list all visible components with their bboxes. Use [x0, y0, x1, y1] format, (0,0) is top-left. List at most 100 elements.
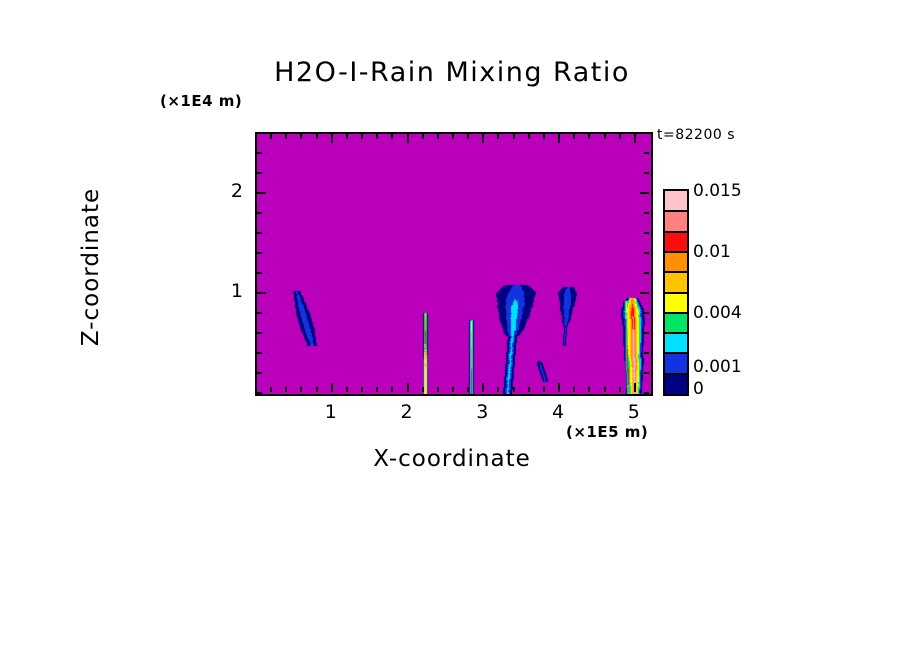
- x-tick: [345, 134, 348, 139]
- y-tick: [257, 292, 266, 294]
- colorbar-separator: [665, 311, 687, 314]
- colorbar-band: [665, 312, 687, 334]
- x-tick: [527, 134, 530, 139]
- y-tick: [644, 332, 649, 334]
- y-axis-label: Z-coordinate: [78, 187, 104, 347]
- rain-mixing-ratio-field: [257, 134, 651, 394]
- x-tick: [361, 134, 364, 139]
- x-tick: [497, 387, 500, 392]
- colorbar-separator: [665, 352, 687, 355]
- x-tick: [497, 134, 500, 139]
- x-tick: [482, 383, 485, 392]
- x-tick: [406, 134, 409, 143]
- x-tick-label: 4: [552, 401, 565, 423]
- x-tick: [421, 387, 424, 392]
- x-tick: [285, 387, 288, 392]
- colorbar-separator: [665, 271, 687, 274]
- x-tick: [330, 134, 333, 143]
- colorbar-band: [665, 251, 687, 273]
- x-tick: [300, 134, 303, 139]
- colorbar-separator: [665, 332, 687, 335]
- y-tick: [644, 212, 649, 214]
- x-tick: [361, 387, 364, 392]
- y-tick: [644, 152, 649, 154]
- y-tick: [257, 172, 262, 174]
- y-tick: [257, 152, 262, 154]
- colorbar-tick-label: 0.001: [693, 356, 742, 377]
- y-tick: [644, 132, 649, 134]
- x-tick: [330, 383, 333, 392]
- x-tick: [573, 134, 576, 139]
- x-tick: [406, 383, 409, 392]
- y-tick: [640, 292, 649, 294]
- y-tick: [257, 192, 266, 194]
- y-tick: [644, 392, 649, 394]
- x-tick: [467, 387, 470, 392]
- x-tick: [315, 387, 318, 392]
- x-tick: [558, 134, 561, 143]
- y-tick: [640, 192, 649, 194]
- y-tick: [257, 372, 262, 374]
- x-tick: [603, 387, 606, 392]
- x-tick: [618, 134, 621, 139]
- colorbar-band: [665, 373, 687, 394]
- x-tick: [391, 387, 394, 392]
- x-tick: [618, 387, 621, 392]
- x-tick: [436, 387, 439, 392]
- colorbar-band: [665, 292, 687, 313]
- x-tick: [527, 387, 530, 392]
- colorbar-band: [665, 272, 687, 293]
- colorbar-separator: [665, 291, 687, 294]
- colorbar: [663, 189, 689, 396]
- x-tick-label: 5: [627, 401, 640, 423]
- x-tick: [452, 134, 454, 139]
- colorbar-tick-label: 0.004: [693, 302, 742, 323]
- x-tick: [588, 387, 591, 392]
- x-tick: [391, 134, 394, 139]
- x-tick: [376, 134, 379, 139]
- colorbar-tick-label: 0.01: [693, 241, 731, 262]
- colorbar-band: [665, 211, 687, 232]
- x-tick: [255, 387, 257, 392]
- chart-title: H2O-I-Rain Mixing Ratio: [274, 57, 630, 88]
- x-tick: [603, 134, 606, 139]
- timestamp-annotation: t=82200 s: [657, 127, 735, 143]
- y-tick: [644, 372, 649, 374]
- y-tick: [644, 172, 649, 174]
- colorbar-separator: [665, 372, 687, 375]
- x-tick: [300, 387, 303, 392]
- colorbar-band: [665, 191, 687, 212]
- y-tick: [257, 272, 262, 274]
- colorbar-band: [665, 333, 687, 354]
- x-tick: [542, 134, 545, 139]
- x-axis-label: X-coordinate: [373, 446, 531, 472]
- y-tick: [257, 232, 262, 234]
- x-tick: [452, 387, 454, 392]
- y-tick: [257, 352, 262, 354]
- y-tick-label: 2: [230, 180, 243, 202]
- x-tick: [482, 134, 485, 143]
- y-tick: [644, 252, 649, 254]
- colorbar-separator: [665, 210, 687, 213]
- x-tick: [270, 134, 273, 139]
- colorbar-band: [665, 231, 687, 252]
- y-tick: [644, 272, 649, 274]
- colorbar-separator: [665, 230, 687, 233]
- x-tick-label: 2: [400, 401, 413, 423]
- x-tick: [345, 387, 348, 392]
- y-tick: [644, 352, 649, 354]
- x-tick: [255, 134, 257, 139]
- x-tick: [588, 134, 591, 139]
- colorbar-tick-label: 0.015: [693, 181, 742, 201]
- colorbar-band: [665, 353, 687, 374]
- plot-area: [255, 132, 653, 396]
- x-tick: [633, 134, 636, 143]
- y-axis-multiplier: (×1E4 m): [160, 92, 243, 110]
- x-tick: [558, 383, 561, 392]
- y-tick: [644, 232, 649, 234]
- x-tick: [542, 387, 545, 392]
- x-tick: [512, 134, 515, 139]
- x-axis-multiplier: (×1E5 m): [566, 423, 649, 441]
- x-tick: [270, 387, 273, 392]
